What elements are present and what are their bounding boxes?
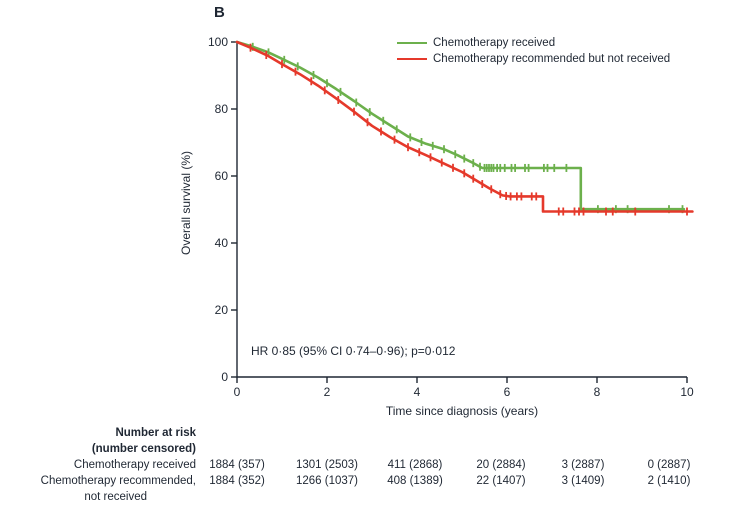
svg-text:40: 40	[215, 236, 229, 250]
panel-label: B	[214, 4, 225, 21]
svg-text:20: 20	[215, 303, 229, 317]
svg-text:6: 6	[504, 385, 511, 399]
risk-cell: 2 (1410)	[647, 475, 691, 487]
legend: Chemotherapy received Chemotherapy recom…	[397, 35, 670, 67]
risk-row-label-not-received: Chemotherapy recommended,	[40, 475, 196, 487]
risk-cell: 408 (1389)	[387, 475, 443, 487]
risk-cell: 1301 (2503)	[295, 459, 359, 471]
svg-text:4: 4	[414, 385, 421, 399]
risk-cell: 3 (2887)	[561, 459, 605, 471]
svg-text:60: 60	[215, 169, 229, 183]
risk-cell: 22 (1407)	[476, 475, 526, 487]
legend-label: Chemotherapy received	[433, 37, 556, 49]
svg-text:0: 0	[234, 385, 241, 399]
svg-text:0: 0	[221, 370, 228, 384]
svg-text:2: 2	[324, 385, 331, 399]
svg-text:80: 80	[215, 102, 229, 116]
risk-cell: 1266 (1037)	[295, 475, 359, 487]
risk-table-header-line1: Number at risk	[115, 427, 196, 439]
risk-cell: 1884 (357)	[209, 459, 265, 471]
risk-cell: 20 (2884)	[476, 459, 526, 471]
risk-row-label-not-received-line2: not received	[84, 491, 147, 503]
risk-cell: 3 (1409)	[561, 475, 605, 487]
y-axis-title: Overall survival (%)	[179, 150, 193, 256]
svg-text:100: 100	[208, 35, 228, 49]
svg-text:8: 8	[594, 385, 601, 399]
x-axis-title: Time since diagnosis (years)	[385, 404, 539, 418]
risk-table-header-line2: (number censored)	[91, 443, 196, 455]
legend-label: Chemotherapy recommended but not receive…	[433, 53, 671, 65]
risk-cell: 1884 (352)	[209, 475, 265, 487]
risk-row-label-received: Chemotherapy received	[73, 459, 196, 471]
risk-cell: 0 (2887)	[647, 459, 691, 471]
red-line-icon	[397, 57, 427, 61]
legend-item-received: Chemotherapy received	[397, 35, 670, 51]
km-chart: 0 20 40 60 80 100 0 2 4 6 8 10	[208, 35, 694, 399]
green-line-icon	[397, 41, 427, 45]
legend-item-not-received: Chemotherapy recommended but not receive…	[397, 51, 670, 67]
risk-cell: 411 (2868)	[387, 459, 443, 471]
hazard-ratio-annotation: HR 0·85 (95% CI 0·74–0·96); p=0·012	[251, 344, 456, 358]
svg-text:10: 10	[680, 385, 694, 399]
